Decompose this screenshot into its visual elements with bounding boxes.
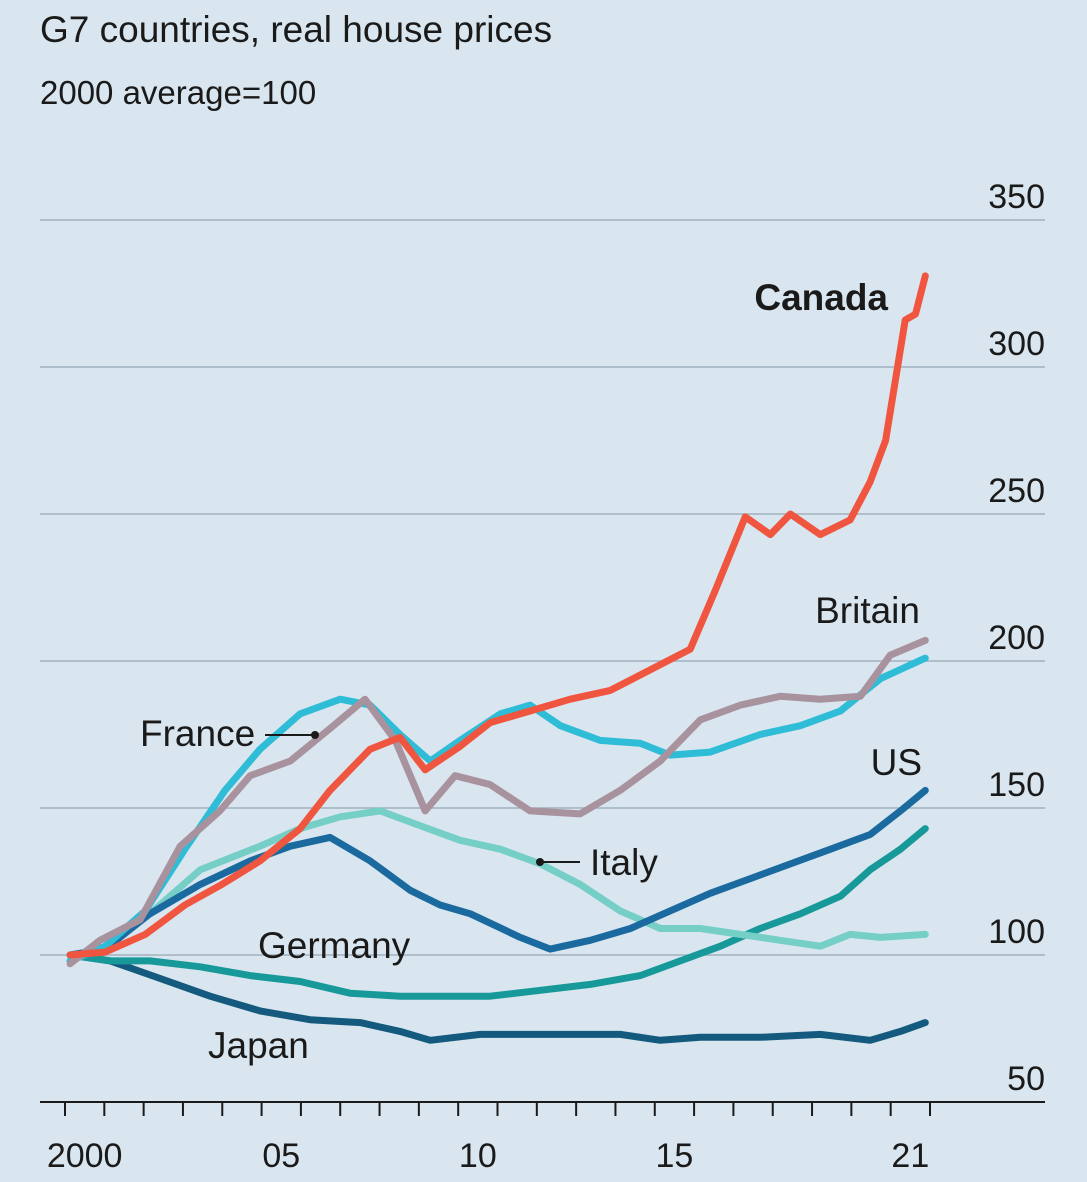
series-line (66, 807, 929, 965)
chart-subtitle: 2000 average=100 (40, 74, 316, 111)
x-tick-label: 21 (891, 1137, 929, 1175)
x-tick-label: 2000 (47, 1137, 123, 1175)
y-tick-label: 50 (1007, 1060, 1045, 1098)
y-tick-label: 300 (988, 325, 1045, 363)
series-label: France (140, 713, 255, 754)
y-tick-label: 200 (988, 619, 1045, 657)
x-tick-label: 15 (656, 1137, 694, 1175)
series-label: US (871, 742, 922, 783)
y-tick-label: 250 (988, 472, 1045, 510)
leader-dot (536, 858, 544, 866)
series-line (66, 786, 929, 959)
series-label: Japan (208, 1025, 309, 1066)
series-label: Canada (754, 277, 888, 318)
y-tick-label: 150 (988, 766, 1045, 804)
y-tick-label: 100 (988, 913, 1045, 951)
leader-dot (311, 731, 319, 739)
series-line (66, 272, 929, 959)
x-tick-label: 10 (459, 1137, 497, 1175)
series-label: Britain (815, 590, 920, 631)
chart-title: G7 countries, real house prices (40, 9, 552, 50)
series-line (66, 636, 929, 968)
series-line (66, 951, 929, 1044)
series-label: Italy (590, 842, 658, 883)
series-line (66, 825, 929, 1000)
y-tick-label: 350 (988, 178, 1045, 216)
x-tick-label: 05 (262, 1137, 300, 1175)
series-label: Germany (258, 925, 411, 966)
